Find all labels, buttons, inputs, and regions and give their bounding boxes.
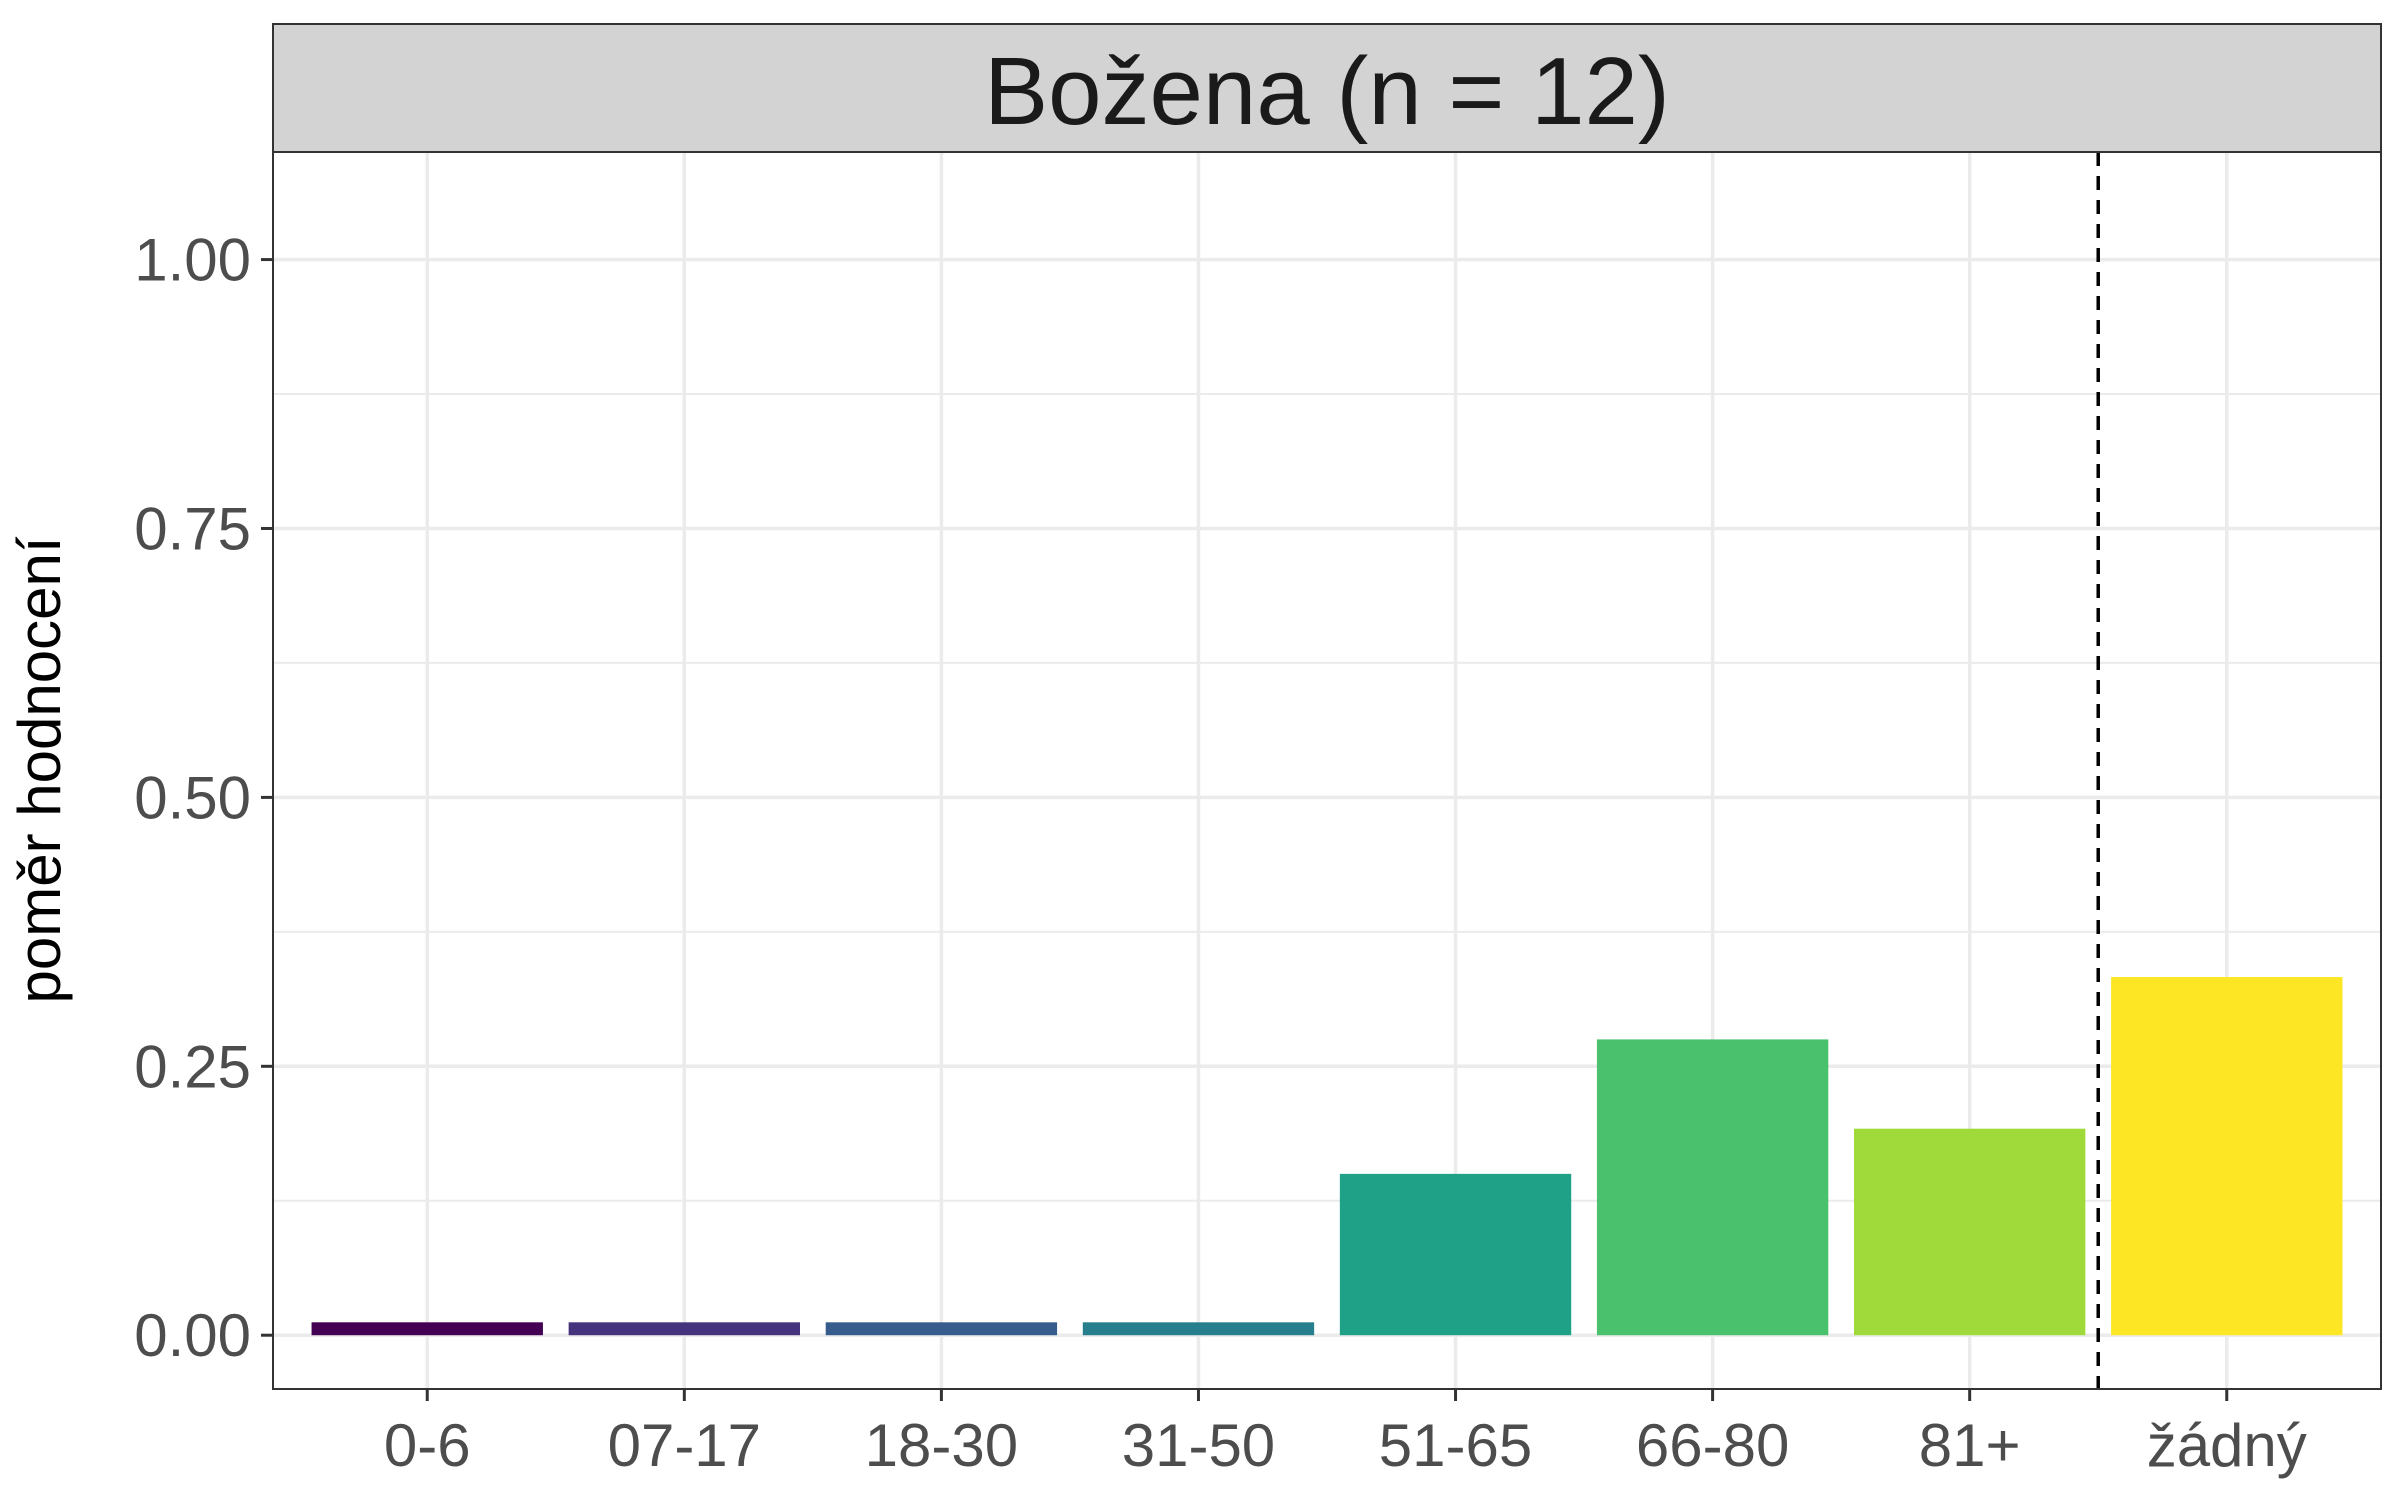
- bar-07-17: [568, 1322, 800, 1336]
- x-tick-label: 0-6: [384, 1412, 471, 1479]
- bars: [311, 977, 2343, 1336]
- y-tick-label: 1.00: [134, 227, 251, 294]
- bar-18-30: [825, 1322, 1058, 1336]
- y-tick-label: 0.75: [134, 495, 251, 562]
- x-tick-label: žádný: [2147, 1412, 2307, 1479]
- x-tick-label: 81+: [1919, 1412, 2021, 1479]
- x-tick-label: 31-50: [1122, 1412, 1275, 1479]
- facet-strip: [272, 23, 2382, 153]
- bar-31-50: [1082, 1322, 1315, 1336]
- x-axis-ticks: 0-6 07-17 18-30 31-50 51-65 66-80 81+ žádný: [384, 1389, 2307, 1479]
- x-tick-label: 66-80: [1636, 1412, 1789, 1479]
- y-axis-ticks: 0.00 0.25 0.50 0.75 1.00: [134, 227, 273, 1369]
- minor-gridlines: [273, 393, 2381, 1202]
- major-gridlines-y: [273, 257, 2381, 1337]
- bar-51-65: [1339, 1173, 1572, 1336]
- x-tick-label: 18-30: [865, 1412, 1018, 1479]
- bar-0-6: [311, 1322, 543, 1336]
- y-tick-label: 0.00: [134, 1302, 251, 1369]
- bar-66-80: [1596, 1039, 1829, 1336]
- y-tick-label: 0.25: [134, 1033, 251, 1100]
- bar-81+: [1854, 1128, 2086, 1336]
- bar-žádný: [2111, 977, 2343, 1336]
- plot-panel-border: [272, 151, 2382, 1390]
- x-tick-label: 07-17: [608, 1412, 761, 1479]
- facet-title: Božena (n = 12): [984, 38, 1670, 145]
- y-axis-title: poměr hodnocení: [6, 536, 73, 1003]
- y-tick-label: 0.50: [134, 764, 251, 831]
- x-tick-label: 51-65: [1379, 1412, 1532, 1479]
